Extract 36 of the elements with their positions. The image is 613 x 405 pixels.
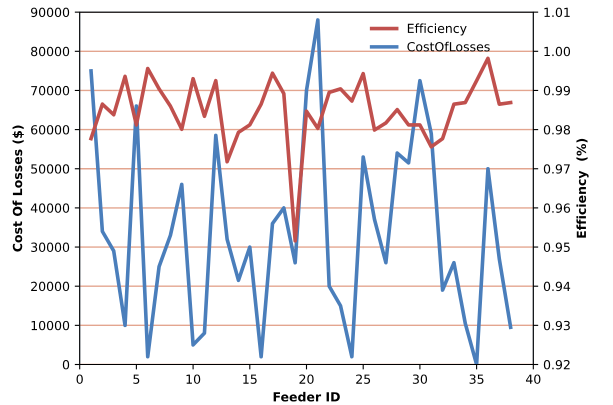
- legend-label: Efficiency: [408, 23, 467, 36]
- x-tick-label: 35: [470, 374, 484, 384]
- x-tick-label: 5: [133, 374, 140, 384]
- y2-tick-label: 0.92: [544, 360, 570, 370]
- y-tick-label: 50000: [31, 164, 70, 174]
- y-tick-label: 10000: [32, 320, 70, 330]
- x-tick-label: 20: [299, 374, 314, 384]
- y-tick-label: 20000: [31, 282, 70, 292]
- y-tick-label: 0: [62, 360, 70, 370]
- x-axis-title: Feeder ID: [274, 392, 340, 402]
- y2-tick-label: 0.96: [544, 203, 570, 213]
- x-tick-label: 10: [186, 374, 200, 384]
- y2-tick-label: 1.00: [544, 46, 570, 56]
- legend-label: CostOfLosses: [407, 42, 490, 52]
- y2-tick-label: 0.93: [544, 320, 570, 330]
- y-tick-label: 70000: [31, 86, 70, 96]
- y-axis-title: Cost Of Losses ($): [12, 126, 24, 252]
- y2-tick-label: 0.99: [544, 86, 570, 96]
- y2-tick-label: 1.01: [544, 8, 570, 18]
- y-tick-label: 60000: [31, 125, 70, 135]
- x-tick-label: 15: [243, 374, 257, 384]
- y2-tick-label: 0.95: [544, 242, 570, 252]
- x-tick-label: 30: [412, 374, 428, 384]
- x-tick-label: 40: [526, 374, 540, 384]
- y-tick-label: 40000: [30, 203, 70, 213]
- x-tick-label: 25: [356, 374, 370, 384]
- y-tick-label: 30000: [31, 242, 70, 252]
- y2-tick-label: 0.98: [544, 125, 570, 135]
- y2-tick-label: 0.94: [544, 282, 570, 292]
- line-series: [89, 56, 512, 243]
- x-tick-label: 0: [76, 374, 83, 384]
- line-series: [89, 18, 512, 364]
- y2-tick-label: 0.97: [544, 164, 570, 174]
- y2-axis-title: Efficiency (%): [576, 138, 589, 238]
- y-tick-label: 90000: [30, 8, 70, 18]
- y-tick-label: 80000: [31, 46, 70, 56]
